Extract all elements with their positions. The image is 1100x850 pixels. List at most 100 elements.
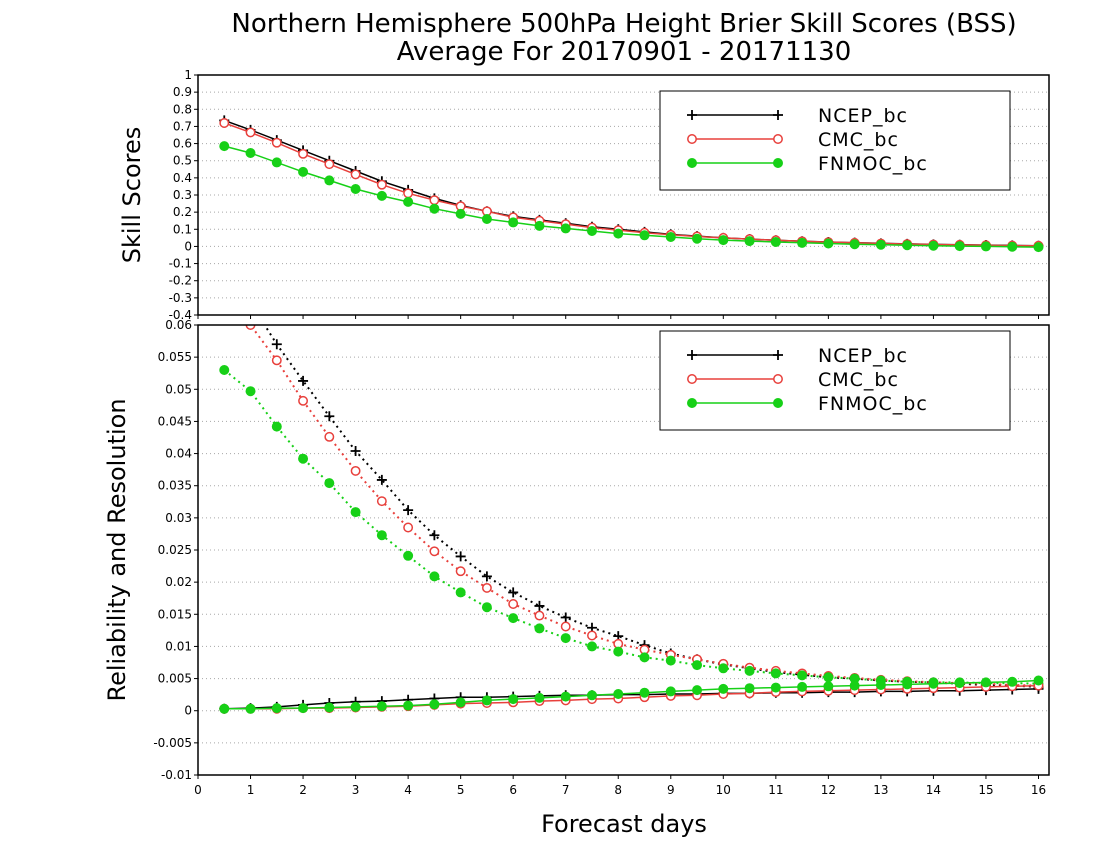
data-point [954,241,965,252]
y-tick-label: 0.03 [165,511,192,525]
data-point [455,208,466,219]
y-tick-label: 0.4 [173,171,192,185]
legend-box [659,330,1011,431]
data-point [508,599,519,609]
x-tick-label: 7 [562,783,570,797]
data-point [350,701,361,712]
data-point [403,505,414,516]
data-point [403,196,414,207]
data-point [639,687,650,698]
y-tick-label: 0.01 [165,639,192,653]
data-point [508,587,519,598]
data-point [823,672,834,683]
data-point [271,137,282,148]
data-point [429,546,440,557]
data-point [429,530,440,541]
y-tick-label: 0.8 [173,102,192,116]
data-point [718,683,729,694]
series-line [224,688,1039,710]
data-point [849,680,860,691]
x-tick-label: 0 [194,783,202,797]
data-point [350,507,361,518]
legend-marker [773,397,784,408]
series-line [224,684,1039,710]
data-point [376,496,387,507]
data-point [823,681,834,692]
x-tick-label: 10 [716,783,731,797]
series-FNMOC_bc-reliability [219,675,1044,714]
data-point [481,213,492,224]
data-point [350,465,361,476]
data-point [376,701,387,712]
data-point [823,238,834,249]
data-point [560,612,571,623]
skill-score-panel: -0.4 -0.3 -0.2 -0.1 0 0.1 0.2 0.3 0.4 0.5 0.6 0.7 0.… [118,68,1050,322]
data-point [665,686,676,697]
y-tick-label: 0.7 [173,119,192,133]
series-line [249,325,1039,687]
y-tick-label: 0.5 [173,154,192,168]
y-tick-label: 0 [184,239,192,253]
data-point [350,446,361,456]
x-tick-label: 14 [926,783,941,797]
data-point [586,690,597,701]
y-tick-label: 0.035 [158,479,192,493]
data-point [770,682,781,693]
data-point [376,474,387,485]
data-point [245,386,256,397]
data-point [481,602,492,613]
data-point [298,395,309,406]
data-point [875,680,886,691]
data-point [429,699,440,710]
data-point [613,689,624,700]
x-tick-label: 1 [247,783,255,797]
data-point [271,421,282,432]
y-tick-label: 0.9 [173,85,192,99]
data-point [613,646,624,657]
y-tick-label: -0.1 [169,257,192,271]
data-point [849,239,860,250]
data-point [324,702,335,713]
data-point [508,694,519,705]
y-tick-label: 0.1 [173,222,192,236]
x-tick-label: 16 [1031,783,1046,797]
legend-marker [687,157,698,168]
y-tick-label: 0.05 [165,382,192,396]
data-point [534,623,545,634]
data-point [298,148,309,159]
data-point [245,127,256,138]
y-tick-label: 0.04 [165,447,192,461]
data-point [613,228,624,239]
data-point [665,231,676,242]
y-tick-label: -0.005 [153,736,192,750]
legend-label: CMC_bc [818,129,899,151]
y-tick-label: 0.055 [158,350,192,364]
legend-marker [773,157,784,168]
data-point [481,582,492,593]
data-point [1033,242,1044,253]
legend-marker [773,374,783,384]
data-point [455,566,466,577]
data-point [534,600,545,611]
y-tick-label: 0 [184,704,192,718]
data-point [560,223,571,234]
data-point [744,665,755,676]
x-tick-label: 13 [873,783,888,797]
y-tick-label: 0.015 [158,607,192,621]
x-axis-title: Forecast days [541,810,707,838]
y-axis-title: Reliability and Resolution [103,398,131,701]
data-point [902,240,913,251]
data-point [271,703,282,714]
data-point [639,230,650,241]
chart-title-line-2: Average For 20170901 - 20171130 [397,37,852,67]
data-point [455,587,466,598]
data-point [245,703,256,714]
data-point [1033,675,1044,686]
y-tick-label: 0.2 [173,205,192,219]
data-point [980,241,991,252]
data-point [376,190,387,201]
y-tick-label: -0.3 [169,291,192,305]
y-tick-label: 0.02 [165,575,192,589]
x-tick-label: 2 [299,783,307,797]
